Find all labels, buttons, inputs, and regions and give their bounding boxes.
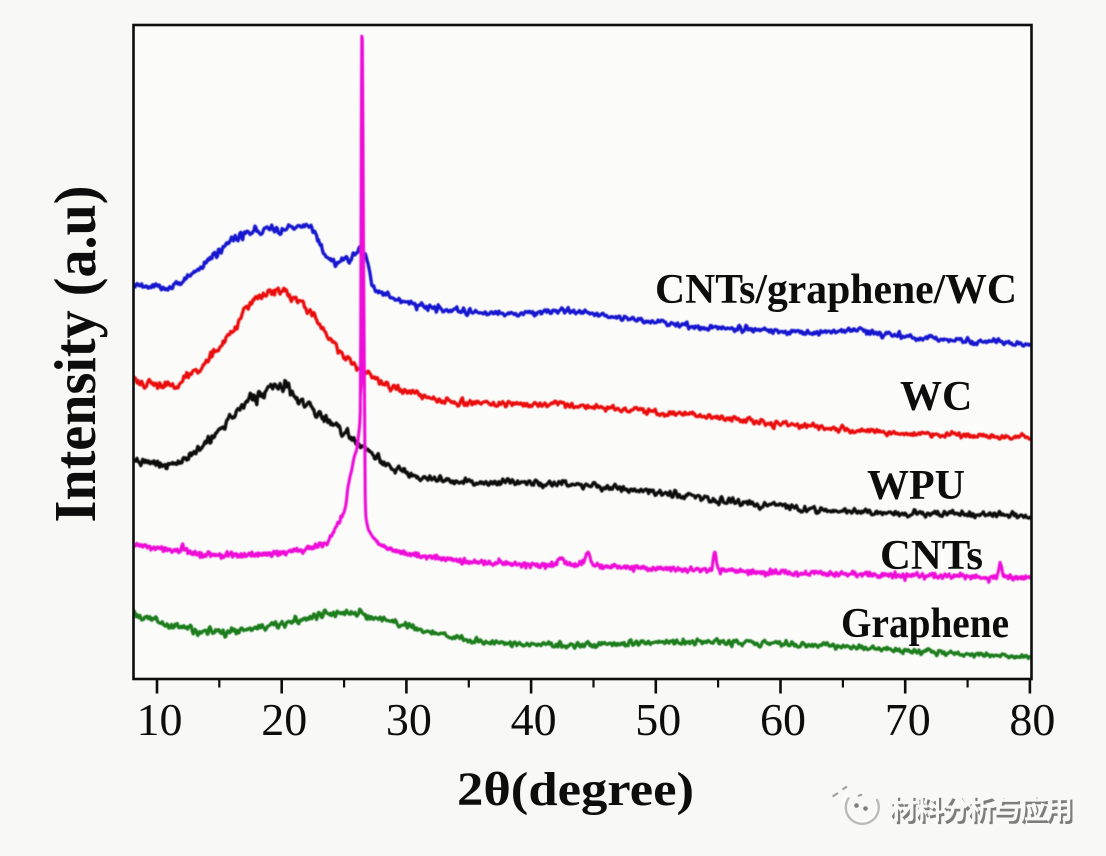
svg-text:Graphene: Graphene <box>841 601 1009 647</box>
svg-text:80: 80 <box>1009 694 1055 745</box>
svg-text:20: 20 <box>261 694 307 745</box>
svg-text:2θ(degree): 2θ(degree) <box>457 763 694 816</box>
svg-text:60: 60 <box>760 694 806 745</box>
svg-text:WPU: WPU <box>867 463 965 509</box>
svg-text:CNTs: CNTs <box>880 533 983 579</box>
svg-text:50: 50 <box>635 694 681 745</box>
svg-text:WC: WC <box>900 374 972 420</box>
svg-text:40: 40 <box>511 694 557 745</box>
svg-text:10: 10 <box>137 694 183 745</box>
svg-text:Intensity (a.u): Intensity (a.u) <box>42 186 108 523</box>
svg-text:70: 70 <box>885 694 931 745</box>
svg-text:CNTs/graphene/WC: CNTs/graphene/WC <box>655 267 1017 313</box>
svg-text:30: 30 <box>386 694 432 745</box>
